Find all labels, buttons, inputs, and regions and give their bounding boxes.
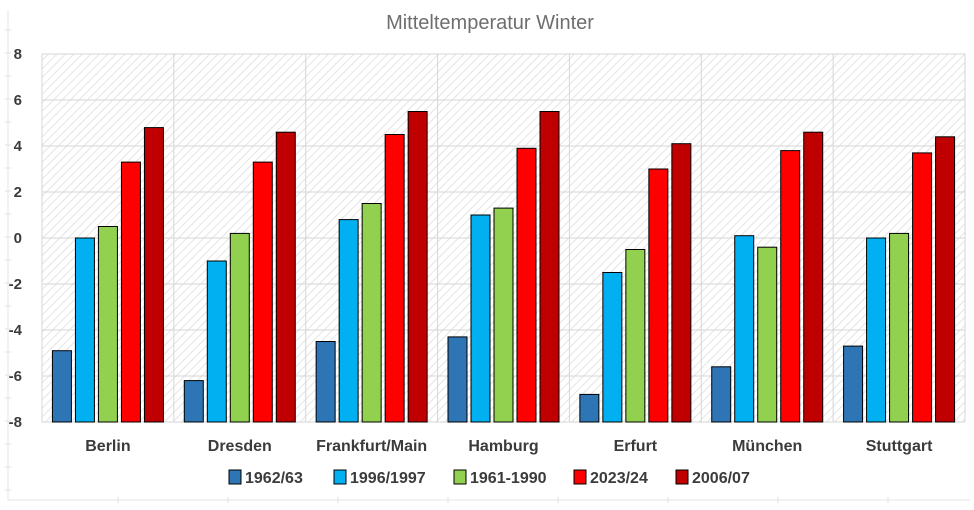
x-tick-label: Erfurt [614, 438, 658, 455]
bar-1996-1997-1 [206, 260, 227, 423]
bar-1961-1990-2 [361, 203, 382, 423]
bar-1996-1997-3 [470, 214, 491, 423]
y-tick-label: 4 [14, 138, 23, 155]
x-tick-label: Dresden [208, 438, 272, 455]
bar-1996-1997-6 [866, 237, 887, 423]
legend-label: 1996/1997 [350, 470, 426, 487]
bar-1962-63-4 [579, 393, 600, 423]
bar-2023-24-2 [384, 134, 405, 423]
bar-1961-1990-1 [229, 232, 250, 423]
x-tick-label: Stuttgart [866, 438, 933, 455]
y-tick-label: 6 [14, 92, 22, 109]
legend: 1962/63 1996/1997 1961-1990 2023/24 2006/07 [228, 469, 750, 487]
bar-2023-24-3 [516, 147, 537, 423]
bar-1961-1990-6 [889, 232, 910, 423]
x-tick-label: München [732, 438, 802, 455]
bar-1996-1997-0 [74, 237, 95, 423]
bar-1996-1997-4 [602, 272, 623, 423]
bar-1962-63-3 [447, 336, 468, 423]
bar-2023-24-5 [780, 150, 801, 423]
y-tick-label: -2 [9, 276, 22, 293]
y-tick-label: -6 [9, 368, 22, 385]
bar-1962-63-6 [843, 345, 864, 423]
bar-1962-63-5 [711, 366, 732, 423]
bar-2023-24-0 [120, 161, 141, 423]
bar-2023-24-1 [252, 161, 273, 423]
bar-2006-07-0 [143, 127, 164, 423]
bar-2006-07-1 [275, 131, 296, 423]
y-tick-label: 2 [14, 184, 22, 201]
y-tick-label: 0 [14, 230, 22, 247]
legend-swatch [453, 469, 467, 485]
y-tick-label: 8 [14, 46, 22, 63]
x-tick-label: Hamburg [468, 438, 538, 455]
bar-1996-1997-5 [734, 235, 755, 423]
bar-2023-24-4 [648, 168, 669, 423]
chart-title: Mitteltemperatur Winter [386, 12, 594, 34]
bar-2006-07-2 [407, 111, 428, 423]
x-tick-label: Frankfurt/Main [316, 438, 427, 455]
legend-label: 2006/07 [692, 470, 750, 487]
bar-1961-1990-4 [625, 249, 646, 423]
bar-1962-63-1 [183, 380, 204, 423]
x-tick-label: Berlin [85, 438, 130, 455]
bar-1962-63-0 [51, 350, 72, 423]
y-tick-label: -4 [9, 322, 23, 339]
bar-1996-1997-2 [338, 219, 359, 423]
legend-swatch [573, 469, 587, 485]
bar-2006-07-5 [803, 131, 824, 423]
legend-label: 1962/63 [245, 470, 303, 487]
legend-label: 2023/24 [590, 470, 648, 487]
bar-1962-63-2 [315, 341, 336, 423]
bar-2023-24-6 [912, 152, 933, 423]
bar-1961-1990-3 [493, 207, 514, 423]
y-tick-label: -8 [9, 414, 22, 431]
bar-2006-07-4 [671, 143, 692, 423]
legend-label: 1961-1990 [470, 470, 547, 487]
bar-1961-1990-0 [97, 226, 118, 423]
legend-swatch [333, 469, 347, 485]
bar-1961-1990-5 [757, 246, 778, 423]
legend-swatch [228, 469, 242, 485]
legend-swatch [675, 469, 689, 485]
bar-2006-07-6 [935, 136, 956, 423]
bar-2006-07-3 [539, 111, 560, 423]
